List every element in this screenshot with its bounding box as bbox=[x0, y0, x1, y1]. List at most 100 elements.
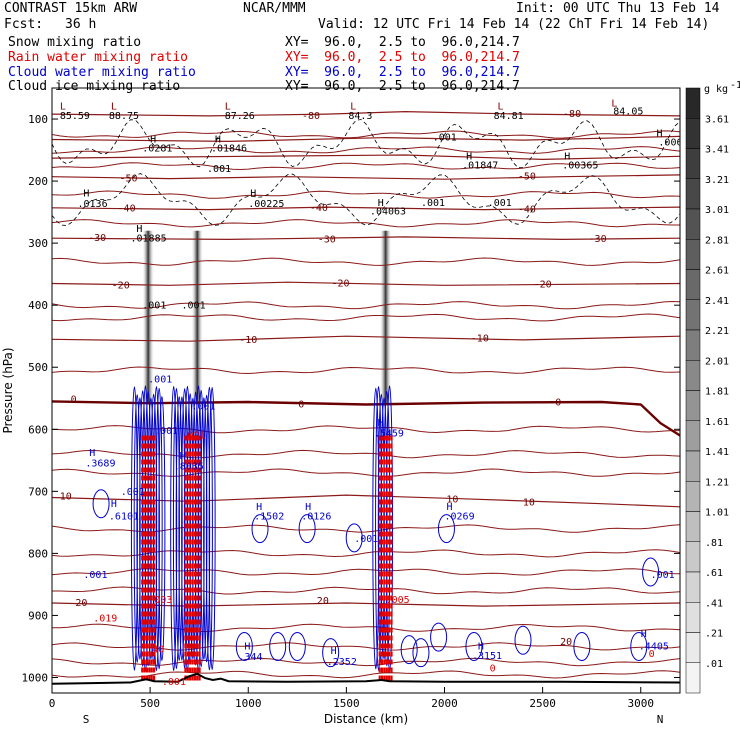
colorbar-label: 1.01 bbox=[705, 508, 729, 519]
contour-annotation: H bbox=[256, 502, 262, 513]
contour-annotation: H bbox=[111, 499, 117, 510]
cloud-water-cell bbox=[251, 514, 269, 544]
colorbar-cell bbox=[685, 481, 701, 512]
contour-annotation: .005 bbox=[386, 595, 410, 606]
colorbar-cell bbox=[685, 632, 701, 663]
colorbar-cell bbox=[685, 541, 701, 573]
theta-contour-line bbox=[52, 657, 680, 667]
temperature-contour bbox=[52, 154, 680, 161]
colorbar-label: .01 bbox=[705, 659, 723, 670]
y-tick-label: 1000 bbox=[22, 671, 49, 684]
contour-annotation: 87.26 bbox=[225, 111, 255, 122]
temperature-contour-label: -40 bbox=[118, 203, 136, 214]
contour-annotation: .2352 bbox=[327, 657, 357, 668]
cloud-water-cell bbox=[412, 638, 430, 668]
x-tick-label: 3000 bbox=[628, 697, 655, 710]
cloud-water-contour bbox=[130, 386, 138, 671]
colorbar-label: .21 bbox=[705, 629, 723, 640]
contour-annotation: H bbox=[305, 502, 311, 513]
theta-contour-line bbox=[52, 190, 680, 199]
temperature-contour-label: 0 bbox=[555, 398, 561, 409]
colorbar-label: 1.61 bbox=[705, 417, 729, 428]
contour-annotation: H bbox=[466, 151, 472, 162]
cloud-water-cell bbox=[235, 631, 253, 661]
colorbar-cell bbox=[685, 360, 701, 391]
theta-contour-line bbox=[52, 313, 680, 322]
model-name: CONTRAST 15km ARW bbox=[4, 1, 138, 16]
contour-annotation: .8035 bbox=[174, 462, 204, 473]
contour-annotation: .001 bbox=[83, 570, 107, 581]
temperature-contour bbox=[52, 110, 680, 117]
colorbar-cell bbox=[685, 239, 701, 270]
contour-annotation: H bbox=[244, 642, 250, 653]
contour-annotation: .3689 bbox=[85, 459, 115, 470]
colorbar-cell bbox=[685, 269, 701, 300]
contour-annotation: H bbox=[215, 135, 221, 146]
contour-annotation: .001 bbox=[421, 198, 445, 209]
colorbar-cell bbox=[685, 450, 701, 482]
cloud-water-cell bbox=[288, 631, 306, 661]
contour-annotation: H bbox=[331, 646, 337, 657]
temperature-contour-label: -30 bbox=[589, 234, 607, 245]
org-name: NCAR/MMM bbox=[243, 1, 306, 16]
contour-annotation: .001 bbox=[354, 534, 378, 545]
contour-annotation: .001 bbox=[488, 198, 512, 209]
fcst-label: Fcst: bbox=[4, 17, 44, 32]
temperature-contour-label: 10 bbox=[523, 498, 535, 509]
fcst-value: 36 h bbox=[65, 17, 97, 32]
temperature-contour bbox=[52, 135, 680, 143]
field-name-cloud-ice: Cloud ice mixing ratio bbox=[8, 79, 181, 94]
temperature-contour-label: 20 bbox=[75, 598, 87, 609]
colorbar-label: 3.41 bbox=[705, 145, 729, 156]
cloud-water-contour bbox=[133, 394, 141, 663]
theta-contour-line bbox=[52, 300, 680, 310]
terrain-line bbox=[52, 672, 680, 685]
colorbar-label: .41 bbox=[705, 598, 723, 609]
contour-annotation: H bbox=[564, 151, 570, 162]
contour-annotation: .0136 bbox=[78, 199, 108, 210]
colorbar-cell bbox=[685, 87, 701, 119]
contour-annotation: H bbox=[83, 189, 89, 200]
field-name-cloud-water: Cloud water mixing ratio bbox=[8, 65, 196, 80]
theta-contour-line bbox=[52, 146, 680, 154]
contour-annotation: H bbox=[378, 198, 384, 209]
y-tick-label: 400 bbox=[28, 299, 48, 312]
temperature-contour-label: 20 bbox=[317, 596, 329, 607]
temperature-contour-label: -80 bbox=[302, 111, 320, 122]
colorbar-units-exponent: -1 bbox=[730, 80, 740, 91]
cloud-water-contour bbox=[136, 397, 144, 660]
snow-column bbox=[142, 230, 155, 405]
cloud-water-contour bbox=[208, 387, 216, 671]
contour-annotation: .001 bbox=[148, 375, 172, 386]
colorbar-cell bbox=[685, 511, 701, 542]
cloud-water-contour bbox=[380, 397, 388, 660]
theta-contour-line bbox=[52, 366, 680, 375]
temperature-contour-label: -20 bbox=[112, 280, 130, 291]
cloud-water-contour bbox=[203, 394, 211, 663]
contour-annotation: L bbox=[60, 102, 66, 113]
colorbar-label: 2.01 bbox=[705, 356, 729, 367]
theta-contour-line bbox=[52, 162, 680, 171]
contour-annotation: .3151 bbox=[472, 651, 502, 662]
contour-annotation: H bbox=[150, 135, 156, 146]
cloud-water-contour bbox=[205, 386, 213, 671]
contour-annotation: .01846 bbox=[211, 143, 247, 154]
colorbar-label: 1.21 bbox=[705, 477, 729, 488]
contour-annotation: 0 bbox=[490, 663, 496, 674]
colorbar-cell bbox=[685, 602, 701, 633]
temperature-contour-label: -40 bbox=[518, 205, 536, 216]
cloud-water-contour bbox=[152, 386, 160, 672]
contour-annotation: L bbox=[611, 99, 617, 110]
contour-annotation: .001 bbox=[433, 133, 457, 144]
cloud-water-contour bbox=[372, 387, 380, 670]
temperature-contour-label: -40 bbox=[310, 203, 328, 214]
contour-annotation: 88.75 bbox=[109, 111, 139, 122]
colorbar-label: 2.61 bbox=[705, 266, 729, 277]
colorbar-label: 3.61 bbox=[705, 114, 729, 125]
cloud-water-contour bbox=[192, 391, 200, 666]
contour-annotation: .001 bbox=[162, 677, 186, 688]
y-tick-label: 100 bbox=[28, 113, 48, 126]
contour-annotation: .40 bbox=[146, 645, 164, 656]
snow-column bbox=[191, 230, 204, 405]
